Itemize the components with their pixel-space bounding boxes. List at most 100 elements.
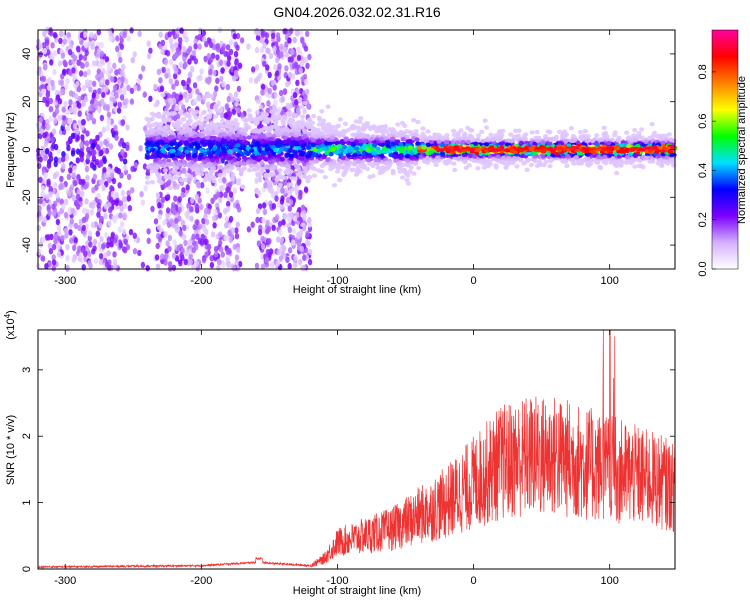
figure-title: GN04.2026.032.02.31.R16 (273, 4, 441, 20)
spectrogram-cell (303, 93, 308, 101)
spectrogram-cell (107, 201, 112, 208)
spectrogram-cell (277, 63, 282, 70)
spectrogram-cell (260, 235, 265, 242)
spectrogram-cell (109, 185, 114, 192)
spectrogram-cell (594, 160, 601, 165)
spectrogram-cell (199, 172, 205, 177)
spectrogram-cell (165, 161, 171, 167)
spectrogram-cell (107, 27, 112, 35)
spectrogram-cell (191, 233, 196, 240)
spectrogram-cell (319, 109, 325, 114)
spectrogram-cell (178, 101, 184, 106)
spectrogram-cell (187, 239, 192, 246)
spectrogram-cell (167, 97, 173, 103)
spectrogram-cell (106, 250, 111, 257)
spectrogram-cell (261, 202, 267, 209)
spectrogram-cell (120, 69, 125, 76)
spectrogram-cell (262, 60, 267, 67)
spectrogram-cell (41, 75, 47, 83)
spectrogram-cell (174, 223, 179, 230)
spectrogram-cell (41, 42, 47, 49)
spectrogram-cell (101, 85, 107, 93)
spectrogram-cell (78, 151, 84, 158)
spectrogram-cell (273, 99, 278, 106)
spectrogram-cell (56, 243, 61, 250)
spectrogram-cell (89, 209, 95, 216)
spectrogram-cell (62, 59, 67, 66)
spectrogram-cell (293, 254, 298, 262)
spectrogram-cell (60, 52, 66, 59)
spectrogram-cell (98, 159, 104, 166)
spectrogram-cell (191, 54, 196, 61)
spectrogram-cell (290, 234, 296, 242)
spectrogram-cell (260, 46, 265, 53)
spectrogram-cell (182, 234, 187, 241)
spectrogram-cell (70, 207, 76, 215)
spectrogram-cell (61, 68, 67, 76)
spectrogram-cell (414, 137, 420, 142)
spectrogram-cell (513, 128, 519, 133)
spectrogram-cell (72, 180, 78, 187)
spectrogram-cell (204, 251, 209, 258)
spectrogram-cell (60, 235, 65, 242)
spectrogram-cell (342, 121, 349, 127)
spectrogram-cell (65, 77, 70, 85)
spectrogram-cell (75, 203, 81, 210)
spectrogram-cell (92, 33, 98, 40)
spectrogram-cell (181, 79, 186, 87)
spectrogram-cell (95, 134, 100, 142)
spectrogram-cell (259, 160, 265, 166)
spectrogram-cell (302, 129, 308, 135)
spectrogram-cell (303, 78, 309, 86)
spectrogram-cell (72, 73, 77, 81)
spectrogram-cell (190, 66, 195, 73)
spectrogram-cell (188, 92, 193, 100)
spectrogram-cell (636, 131, 642, 136)
spectrogram-cell (278, 89, 284, 97)
spectrogram-cell (105, 242, 111, 249)
spectrogram-cell (220, 112, 225, 119)
spectrogram-cell (79, 156, 85, 163)
spectrogram-cell (261, 217, 266, 224)
spectrogram-cell (98, 179, 104, 186)
spectrogram-cell (103, 138, 108, 146)
spectrogram-cell (287, 37, 292, 44)
spectrogram-cell (305, 30, 310, 38)
spectrogram-cell (183, 239, 188, 247)
spectrogram-cell (81, 100, 86, 107)
spectrogram-cell (349, 167, 355, 173)
spectrogram-cell (208, 68, 213, 76)
spectrogram-cell (189, 137, 195, 143)
spectrogram-cell (262, 42, 267, 49)
spectrogram-cell (75, 134, 81, 142)
spectrogram-cell (60, 88, 65, 95)
spectrogram-cell (56, 148, 61, 155)
spectrogram-cell (307, 53, 312, 61)
spectrogram-cell (121, 142, 127, 149)
spectrogram-cell (195, 233, 200, 240)
spectrogram-cell (67, 69, 73, 76)
spectrogram-cell (299, 114, 306, 119)
spectrogram-cell (63, 83, 69, 90)
spectrogram-cell (106, 166, 112, 173)
spectrogram-cell (45, 193, 50, 201)
spectrogram-cell (300, 264, 305, 272)
spectrogram-cell (51, 203, 56, 210)
spectrogram-cell (99, 71, 104, 79)
spectrogram-cell (164, 252, 169, 259)
spectrogram-cell (228, 191, 234, 198)
spectrogram-cell (103, 172, 109, 179)
spectrogram-cell (337, 117, 343, 122)
spectrogram-cell (80, 134, 85, 141)
spectrogram-cell (153, 218, 159, 225)
spectrogram-cell (157, 224, 162, 231)
spectrogram-cell (233, 91, 239, 98)
spectrogram-cell (69, 237, 74, 244)
spectrogram-cell (141, 65, 146, 72)
spectrogram-cell (302, 169, 308, 175)
spectrogram-cell (68, 167, 73, 174)
spectrogram-cell (636, 134, 643, 140)
spectrogram-cell (168, 58, 174, 66)
spectrogram-cell (270, 79, 275, 87)
spectrogram-cell (103, 203, 109, 210)
